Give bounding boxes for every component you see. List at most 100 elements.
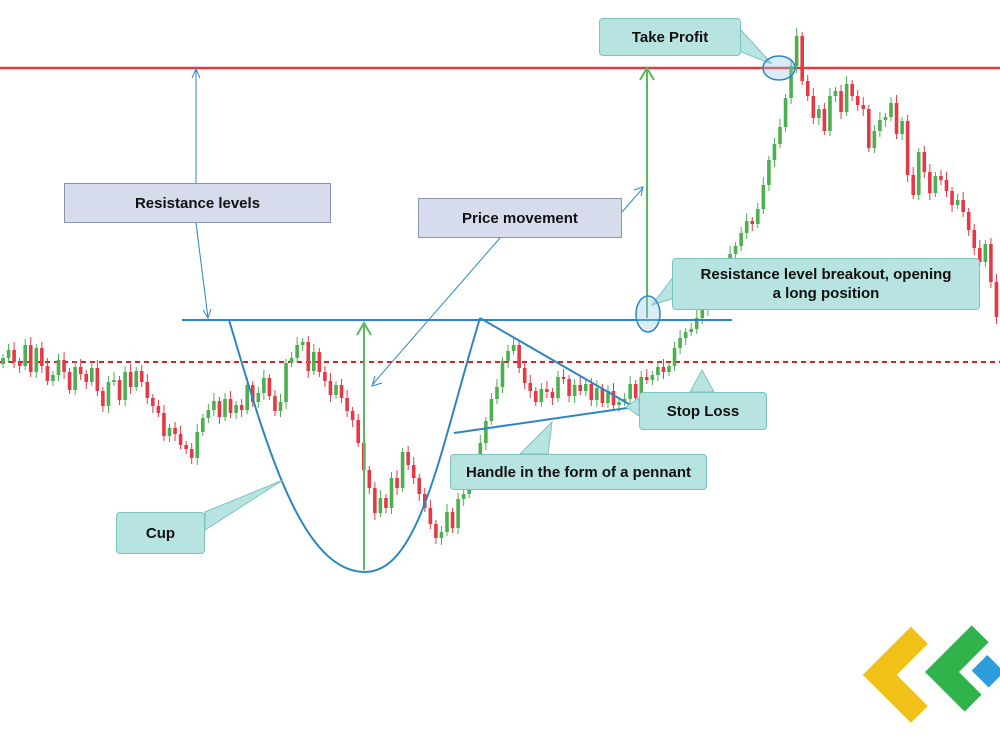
candle-body <box>783 98 788 127</box>
handle-label: Handle in the form of a pennant <box>465 463 691 481</box>
candle-body <box>750 221 755 224</box>
candle-body <box>389 478 394 508</box>
candle-body <box>306 342 311 371</box>
target-projection-arrow-head <box>639 66 655 81</box>
candle-body <box>339 385 344 398</box>
candle-body <box>178 434 183 445</box>
candle-body <box>450 512 455 528</box>
candle-body <box>867 109 871 148</box>
candle-body <box>511 345 516 351</box>
breakout-callout: Resistance level breakout, opening a lon… <box>672 258 980 310</box>
candle-body <box>633 384 638 398</box>
candle-body <box>167 428 172 436</box>
candle-body <box>617 402 621 405</box>
candle-body <box>517 345 521 368</box>
price-movement-label: Price movement <box>462 209 578 227</box>
candle-body <box>767 160 771 185</box>
price-pointer-up <box>621 187 644 213</box>
candle-body <box>805 81 810 96</box>
candle-body <box>84 374 89 382</box>
candle-body <box>411 465 416 478</box>
resistance-levels-label: Resistance levels <box>134 194 261 212</box>
stop-loss-callout: Stop Loss <box>639 392 767 430</box>
candle-body <box>694 318 699 329</box>
candle-body <box>51 375 55 381</box>
stop-loss-label: Stop Loss <box>666 402 740 420</box>
candle-body <box>156 406 161 413</box>
candle-body <box>45 366 50 381</box>
resistance-pointer-down <box>195 222 209 319</box>
candle-body <box>583 384 588 391</box>
candle-body <box>922 152 927 172</box>
candle-body <box>972 230 977 248</box>
candle-body <box>334 385 338 395</box>
candle-body <box>928 172 932 193</box>
candle-body <box>889 103 893 117</box>
candle-body <box>961 200 965 212</box>
candle-body <box>212 401 216 410</box>
candle-body <box>572 385 577 396</box>
candle-body <box>284 363 288 402</box>
candle-body <box>939 176 943 180</box>
cup-depth-arrow-head <box>356 321 372 336</box>
candle-body <box>811 96 816 118</box>
cup-label: Cup <box>145 524 176 542</box>
candle-body <box>944 180 949 191</box>
candle-body <box>173 428 177 434</box>
candle-body <box>228 399 233 413</box>
candle-body <box>989 244 993 282</box>
candle-body <box>667 366 671 372</box>
candle-body <box>345 398 349 411</box>
price-pointer-up-head <box>633 186 644 197</box>
candle-body <box>789 66 793 98</box>
candle-body <box>833 91 838 96</box>
candle-body <box>245 385 249 410</box>
candle-body <box>428 508 433 524</box>
candle-body <box>950 191 954 205</box>
candle-body <box>600 388 605 403</box>
resistance-pointer-up-head <box>191 67 201 79</box>
candle-body <box>689 329 693 332</box>
candle-body <box>300 342 305 345</box>
candle-body <box>645 377 649 380</box>
candle-body <box>495 387 499 399</box>
candle-body <box>822 109 827 131</box>
candle-body <box>373 488 377 513</box>
candle-body <box>556 377 560 398</box>
candle-body <box>844 84 849 112</box>
candle-body <box>528 383 533 391</box>
candle-body <box>95 368 100 391</box>
breakout-label-line2: a long position <box>772 285 880 302</box>
candle-body <box>189 449 194 458</box>
candle-body <box>400 452 405 488</box>
candle-body <box>217 401 222 417</box>
candle-body <box>367 470 372 488</box>
candle-body <box>395 478 399 488</box>
breakout-label-line1: Resistance level breakout, opening <box>700 266 952 283</box>
candle-body <box>6 350 11 358</box>
candle-body <box>323 372 327 381</box>
candle-body <box>184 445 188 449</box>
candle-body <box>34 348 39 372</box>
candle-body <box>145 382 150 398</box>
candle-body <box>678 338 682 348</box>
candle-body <box>772 144 777 160</box>
candle-body <box>62 360 66 372</box>
pennant-lower-line <box>453 406 635 434</box>
candle-body <box>611 391 616 405</box>
candle-body <box>67 372 72 390</box>
candle-body <box>916 152 921 195</box>
candle-body <box>278 402 283 411</box>
candle-body <box>12 350 16 362</box>
candle-body <box>500 361 505 387</box>
candle-body <box>761 185 766 209</box>
candle-body <box>1 358 5 364</box>
candle-body <box>639 377 644 398</box>
candle-body <box>978 248 982 262</box>
candle-body <box>328 381 333 395</box>
candle-body <box>128 372 133 387</box>
candle-body <box>317 352 322 372</box>
pattern-overlay <box>182 29 796 574</box>
candle-body <box>994 282 999 317</box>
breakout-highlight <box>635 295 661 333</box>
